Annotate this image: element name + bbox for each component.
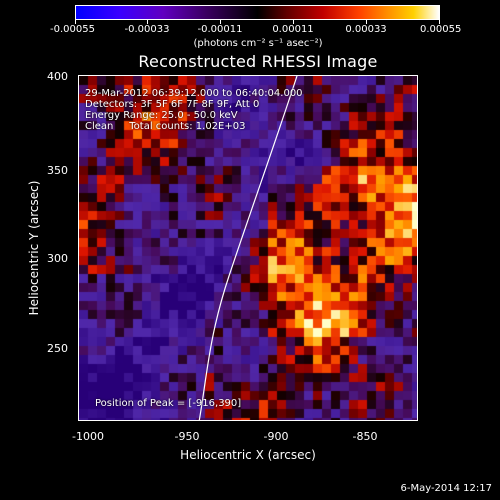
colorbar-tick [147,20,148,24]
colorbar-tick-label: 0.00011 [272,24,314,35]
colorbar-tick-label: 0.00055 [420,24,462,35]
x-tick-label: -900 [263,430,289,443]
info-time-range: 29-Mar-2012 06:39:12.000 to 06:40:04.000 [85,88,303,99]
colorbar [75,5,440,20]
y-tick-label: 300 [47,252,68,265]
x-tick-label: -1000 [72,430,104,443]
colorbar-tick-label: -0.00055 [50,24,95,35]
colorbar-tick [439,20,440,24]
x-tick-label: -850 [352,430,378,443]
limb-curve [198,76,298,420]
y-tick-label: 400 [47,70,68,83]
solar-limb-line [198,76,298,420]
info-detectors: Detectors: 3F 5F 6F 7F 8F 9F, Att 0 [85,99,260,110]
colorbar-tick [366,20,367,24]
x-tick-label: -950 [174,430,200,443]
peak-position-label: Position of Peak = [-916,390] [95,398,242,409]
plot-title: Reconstructed RHESSI Image [138,52,378,71]
y-tick-label: 250 [47,342,68,355]
info-energy-range: Energy Range: 25.0 - 50.0 keV [85,110,238,121]
colorbar-units: (photons cm⁻² s⁻¹ asec⁻²) [193,38,323,49]
colorbar-tick [293,20,294,24]
colorbar-tick [220,20,221,24]
image-plot-area: 29-Mar-2012 06:39:12.000 to 06:40:04.000… [78,75,418,421]
colorbar-tick [75,20,76,24]
y-axis-label: Heliocentric Y (arcsec) [27,180,41,316]
colorbar-tick-label: -0.00011 [197,24,243,35]
y-tick-label: 350 [47,164,68,177]
info-clean-counts: Clean Total counts: 1.02E+03 [85,121,246,132]
x-axis-label: Heliocentric X (arcsec) [180,448,316,462]
colorbar-tick-label: -0.00033 [124,24,170,35]
rhessi-heatmap-image [79,76,417,420]
date-stamp: 6-May-2014 12:17 [400,483,492,494]
colorbar-tick-label: 0.00033 [345,24,387,35]
